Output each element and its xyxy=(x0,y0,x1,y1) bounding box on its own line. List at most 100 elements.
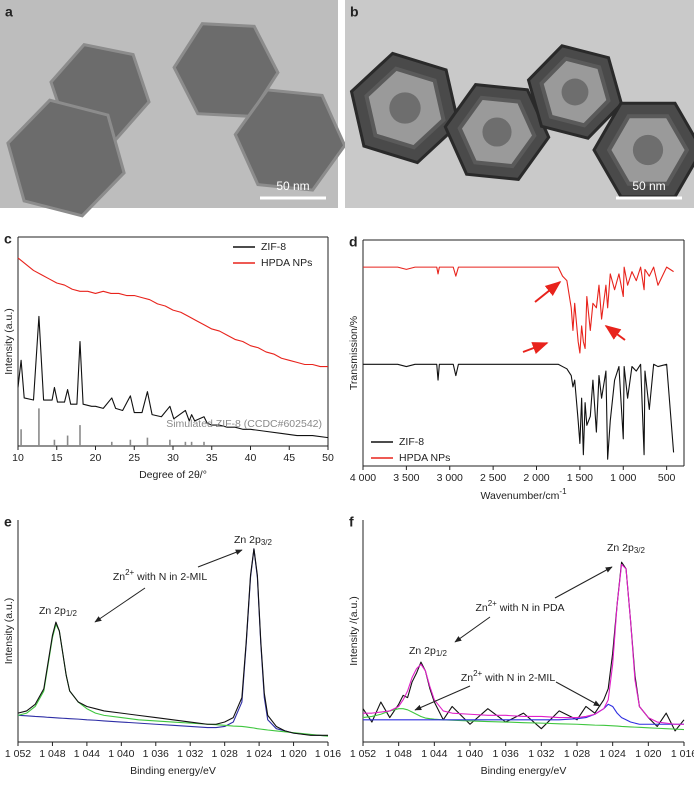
annotation-arrow xyxy=(94,587,146,623)
x-tick-label: 1 048 xyxy=(386,748,412,760)
series-line xyxy=(363,266,674,354)
annotation-part: 2+ xyxy=(125,568,134,577)
legend-label: HPDA NPs xyxy=(399,452,450,464)
y-axis-label: Transmission/% xyxy=(348,316,360,390)
x-tick-label: 1 052 xyxy=(5,748,31,760)
x-tick-label: 15 xyxy=(51,452,63,464)
series-line xyxy=(363,703,684,725)
x-tick-label: 1 032 xyxy=(528,748,554,760)
x-tick-label: 1 000 xyxy=(610,472,636,484)
annotation: Zn2+ with N in 2-MIL xyxy=(461,669,555,684)
x-tick-label: 1 500 xyxy=(567,472,593,484)
legend-label: ZIF-8 xyxy=(399,436,424,448)
x-tick-label: 10 xyxy=(12,452,24,464)
series-line xyxy=(17,315,329,439)
x-tick-label: 1 036 xyxy=(143,748,169,760)
series-line xyxy=(362,708,685,731)
series-line xyxy=(17,623,329,737)
x-axis-label: Degree of 2θ/° xyxy=(139,469,207,481)
panel-label: d xyxy=(349,234,358,250)
x-axis-label-part: -1 xyxy=(559,487,567,496)
annotation-arrow xyxy=(414,685,471,711)
series-line xyxy=(17,257,328,368)
highlight-arrow xyxy=(522,342,549,355)
y-axis-label: Intensity (a.u.) xyxy=(3,308,15,375)
annotation-part: Zn 2p xyxy=(234,534,261,546)
panel-label: e xyxy=(4,514,12,530)
x-tick-label: 1 044 xyxy=(421,748,447,760)
annotation-arrow xyxy=(555,681,601,707)
x-tick-label: 1 028 xyxy=(564,748,590,760)
x-tick-label: 1 048 xyxy=(39,748,65,760)
annotation: Zn2+ with N in 2-MIL xyxy=(113,568,207,583)
annotation-part: Zn 2p xyxy=(409,645,436,657)
annotation: Zn2+ with N in PDA xyxy=(475,599,564,614)
annotation-part: with N in 2-MIL xyxy=(482,672,555,684)
series-line xyxy=(17,548,329,737)
particle xyxy=(233,88,347,192)
panel-label: c xyxy=(4,231,12,247)
particle-void xyxy=(482,117,512,147)
x-tick-label: 1 028 xyxy=(212,748,238,760)
x-axis-label-part: Wavenumber/cm xyxy=(480,490,559,502)
annotation: Zn 2p3/2 xyxy=(607,542,646,555)
annotation-part: Zn xyxy=(113,571,125,583)
series-line xyxy=(363,563,684,725)
annotation-part: Zn 2p xyxy=(607,542,634,554)
x-tick-label: 2 000 xyxy=(523,472,549,484)
x-tick-label: 4 000 xyxy=(350,472,376,484)
panel-label: b xyxy=(350,4,359,20)
annotation-part: Simulated ZIF-8 (CCDC#602542) xyxy=(166,418,322,430)
x-tick-label: 50 xyxy=(322,452,334,464)
annotation-arrow xyxy=(454,616,491,643)
x-tick-label: 2 500 xyxy=(480,472,506,484)
x-tick-label: 1 020 xyxy=(635,748,661,760)
x-tick-label: 1 040 xyxy=(108,748,134,760)
x-tick-label: 1 044 xyxy=(74,748,100,760)
x-tick-label: 30 xyxy=(167,452,179,464)
particle-void xyxy=(632,134,664,166)
x-tick-label: 45 xyxy=(283,452,295,464)
annotation: Simulated ZIF-8 (CCDC#602542) xyxy=(166,418,322,430)
annotation-part: 1/2 xyxy=(436,649,448,658)
x-axis-label: Binding energy/eV xyxy=(130,765,216,777)
particle xyxy=(6,98,126,218)
annotation-part: 1/2 xyxy=(66,609,78,618)
panel-label: f xyxy=(349,514,354,530)
x-tick-label: 25 xyxy=(128,452,140,464)
x-tick-label: 1 052 xyxy=(350,748,376,760)
annotation-part: 2+ xyxy=(473,669,482,678)
particle-void xyxy=(389,92,421,124)
x-tick-label: 3 500 xyxy=(393,472,419,484)
highlight-arrow xyxy=(604,325,626,341)
annotation-part: Zn xyxy=(475,602,487,614)
annotation-part: 3/2 xyxy=(261,538,273,547)
legend-label: ZIF-8 xyxy=(261,241,286,253)
highlight-arrow xyxy=(534,281,562,303)
annotation-part: 3/2 xyxy=(634,546,646,555)
series-line xyxy=(17,548,328,736)
annotation: Zn 2p1/2 xyxy=(39,605,78,618)
x-tick-label: 3 000 xyxy=(437,472,463,484)
annotation-part: Zn 2p xyxy=(39,605,66,617)
x-tick-label: 500 xyxy=(658,472,676,484)
series-line xyxy=(363,363,675,460)
annotation: Zn 2p1/2 xyxy=(409,645,448,658)
y-axis-label: Intensity (a.u.) xyxy=(3,598,15,665)
panel-label: a xyxy=(5,4,13,20)
annotation-part: 2+ xyxy=(488,599,497,608)
annotation-part: with N in 2-MIL xyxy=(134,571,207,583)
scale-bar-label: 50 nm xyxy=(276,179,309,193)
x-tick-label: 1 040 xyxy=(457,748,483,760)
y-axis-label: Intensity /(a.u.) xyxy=(348,596,360,665)
particle-void xyxy=(561,78,589,106)
x-tick-label: 1 016 xyxy=(671,748,694,760)
x-tick-label: 1 036 xyxy=(493,748,519,760)
annotation-arrow xyxy=(554,566,613,599)
x-axis-label: Wavenumber/cm-1 xyxy=(480,487,567,502)
x-tick-label: 35 xyxy=(206,452,218,464)
x-tick-label: 20 xyxy=(90,452,102,464)
x-tick-label: 1 024 xyxy=(246,748,272,760)
annotation-part: with N in PDA xyxy=(497,602,565,614)
